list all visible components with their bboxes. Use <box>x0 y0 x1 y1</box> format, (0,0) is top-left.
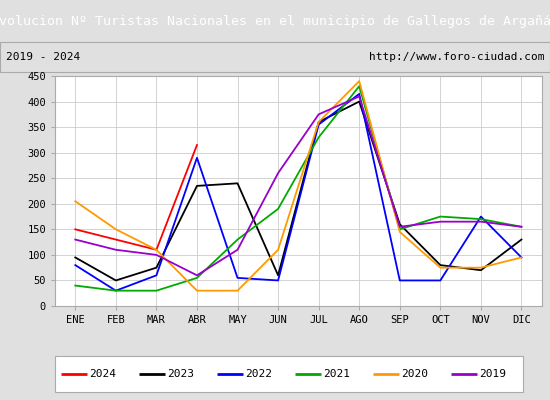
Text: 2021: 2021 <box>323 369 350 379</box>
Text: 2019: 2019 <box>479 369 506 379</box>
Text: 2022: 2022 <box>245 369 272 379</box>
Text: 2020: 2020 <box>401 369 428 379</box>
FancyBboxPatch shape <box>55 356 522 392</box>
Text: 2023: 2023 <box>167 369 194 379</box>
Text: http://www.foro-ciudad.com: http://www.foro-ciudad.com <box>369 52 544 62</box>
Text: 2019 - 2024: 2019 - 2024 <box>6 52 80 62</box>
Text: 2024: 2024 <box>89 369 116 379</box>
Text: Evolucion Nº Turistas Nacionales en el municipio de Gallegos de Argañán: Evolucion Nº Turistas Nacionales en el m… <box>0 14 550 28</box>
